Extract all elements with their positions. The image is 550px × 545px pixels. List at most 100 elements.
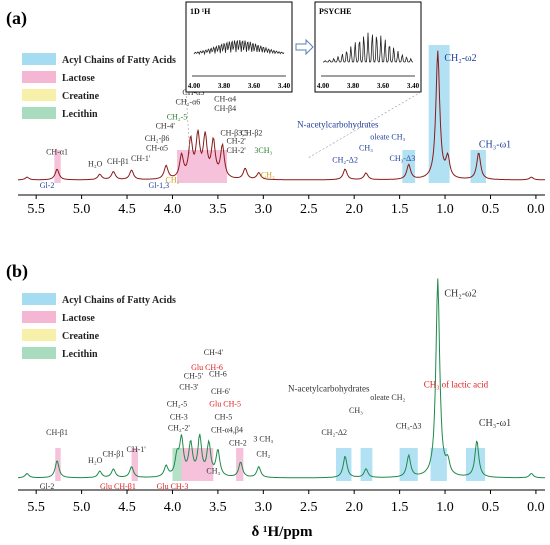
- legend-label: Creatine: [62, 331, 100, 342]
- inset-tick-label: 4.00: [188, 82, 201, 90]
- legend-label: Acyl Chains of Fatty Acids: [62, 295, 176, 306]
- peak-annotation: CH₃: [349, 406, 363, 415]
- x-tick-label: 4.0: [164, 202, 182, 217]
- peak-annotation: CH₂-ω2: [444, 53, 476, 64]
- inset-tick-label: 4.00: [317, 82, 330, 90]
- peak-annotation: CH-α1: [46, 147, 68, 156]
- peak-annotation: CH₂: [166, 176, 180, 185]
- x-tick-label: 5.0: [73, 500, 91, 515]
- peak-annotation: CH-2': [226, 146, 246, 155]
- peak-annotation: 3 CH₃: [253, 434, 273, 443]
- peak-annotation: CH-β1: [102, 449, 124, 458]
- inset-trace: [193, 39, 285, 56]
- spectrum-trace: [18, 278, 545, 479]
- peak-annotation: CH-β1: [46, 428, 68, 437]
- peak-annotation: CH₃: [206, 467, 220, 476]
- panel-label: (a): [6, 8, 27, 29]
- peak-annotation: CH₂: [256, 449, 270, 458]
- x-tick-label: 1.5: [391, 202, 409, 217]
- peak-annotation: CH-1': [131, 154, 151, 163]
- peak-annotation: oleate CH₂: [370, 393, 405, 402]
- peak-annotation: CH₂-2': [168, 423, 191, 432]
- highlight-band: [399, 448, 418, 481]
- legend-label: Lactose: [62, 73, 95, 84]
- peak-annotation: CH-1': [127, 445, 147, 454]
- peak-annotation: CH₃ of lactic acid: [424, 379, 489, 389]
- legend-swatch: [22, 293, 56, 305]
- highlight-band: [131, 448, 138, 481]
- x-tick-label: 5.5: [27, 500, 45, 515]
- inset-tick-label: 3.60: [377, 82, 390, 90]
- x-tick-label: 1.0: [436, 202, 454, 217]
- peak-annotation: Gl-2: [40, 181, 55, 190]
- peak-annotation: CH-4': [204, 348, 224, 357]
- x-tick-label: 5.5: [27, 202, 45, 217]
- peak-annotation: CH₂-ω2: [444, 289, 476, 300]
- x-tick-label: 3.0: [255, 202, 273, 217]
- peak-annotation: CH₃: [359, 143, 373, 152]
- x-tick-label: 2.5: [300, 500, 318, 515]
- peak-annotation: CH₂-α6: [176, 97, 201, 106]
- peak-annotation: CH-4': [156, 122, 176, 131]
- legend-label: Lactose: [62, 313, 95, 324]
- x-axis-title: δ ¹H/ppm: [251, 524, 313, 540]
- legend-swatch: [22, 89, 56, 101]
- peak-annotation: Gl-2: [40, 482, 55, 491]
- peak-annotation: Glu CH-6: [191, 363, 223, 372]
- peak-annotation: CH-2': [226, 137, 246, 146]
- inset-tick-label: 3.80: [347, 82, 360, 90]
- peak-annotation: CH-5': [184, 372, 204, 381]
- legend-label: Creatine: [62, 91, 100, 102]
- peak-annotation: CH-β3,5: [220, 128, 248, 137]
- x-tick-label: 3.5: [209, 500, 227, 515]
- peak-annotation: CH-2: [229, 439, 247, 448]
- x-tick-label: 2.0: [345, 500, 363, 515]
- x-tick-label: 4.5: [118, 500, 136, 515]
- inset-frame: [314, 1, 422, 93]
- peak-annotation: Glu CH-5: [209, 400, 241, 409]
- x-tick-label: 1.0: [436, 500, 454, 515]
- peak-annotation: CH-α4,β4: [211, 426, 243, 435]
- arrow-icon: [295, 38, 314, 56]
- inset-title: 1D ¹H: [190, 7, 211, 16]
- peak-annotation: CH-3: [170, 413, 188, 422]
- highlight-band: [172, 448, 182, 481]
- legend-swatch: [22, 347, 56, 359]
- peak-annotation: CH-5: [214, 413, 232, 422]
- peak-annotation: Gl-1,3: [149, 181, 170, 190]
- highlight-band: [470, 150, 486, 183]
- peak-annotation: CH₃-Δ3: [389, 154, 415, 163]
- x-tick-label: 1.5: [391, 500, 409, 515]
- x-tick-label: 4.5: [118, 202, 136, 217]
- x-tick-label: 2.0: [345, 202, 363, 217]
- x-tick-label: 0.0: [527, 202, 545, 217]
- peak-annotation: CH-β2: [241, 128, 263, 137]
- peak-annotation: CH-6': [211, 387, 231, 396]
- peak-annotation: CH-α4: [214, 95, 236, 104]
- x-tick-label: 3.0: [255, 500, 273, 515]
- peak-annotation: CH₂-Δ2: [321, 428, 347, 437]
- peak-annotation: CH₂-β6: [145, 134, 170, 143]
- peak-annotation: H₂O: [88, 456, 103, 465]
- peak-annotation: CH₂-5: [167, 400, 188, 409]
- x-tick-label: 3.5: [209, 202, 227, 217]
- spectrum-trace: [18, 50, 545, 181]
- x-tick-label: 0.5: [482, 500, 500, 515]
- highlight-band: [54, 150, 61, 183]
- inset-tick-label: 3.40: [407, 82, 420, 90]
- legend-swatch: [22, 53, 56, 65]
- inset-trace: [323, 32, 413, 63]
- peak-annotation: CH₃-ω1: [479, 140, 511, 151]
- legend-swatch: [22, 329, 56, 341]
- inset-guide: [185, 91, 191, 157]
- peak-annotation: CH₂-Δ2: [332, 155, 358, 164]
- x-tick-label: 0.5: [482, 202, 500, 217]
- x-tick-label: 5.0: [73, 202, 91, 217]
- peak-annotation: Glu CH-β1: [100, 482, 136, 491]
- peak-annotation: H₂O: [88, 160, 103, 169]
- peak-annotation: CH-β4: [214, 104, 236, 113]
- peak-annotation: CH-α5: [146, 143, 168, 152]
- panel-b: 5.5 5.0 4.5 4.0 3.5 3.0 2.5 2.0 1.5 1.0 0.5 0.0 (b) δ…: [6, 261, 545, 540]
- legend-swatch: [22, 311, 56, 323]
